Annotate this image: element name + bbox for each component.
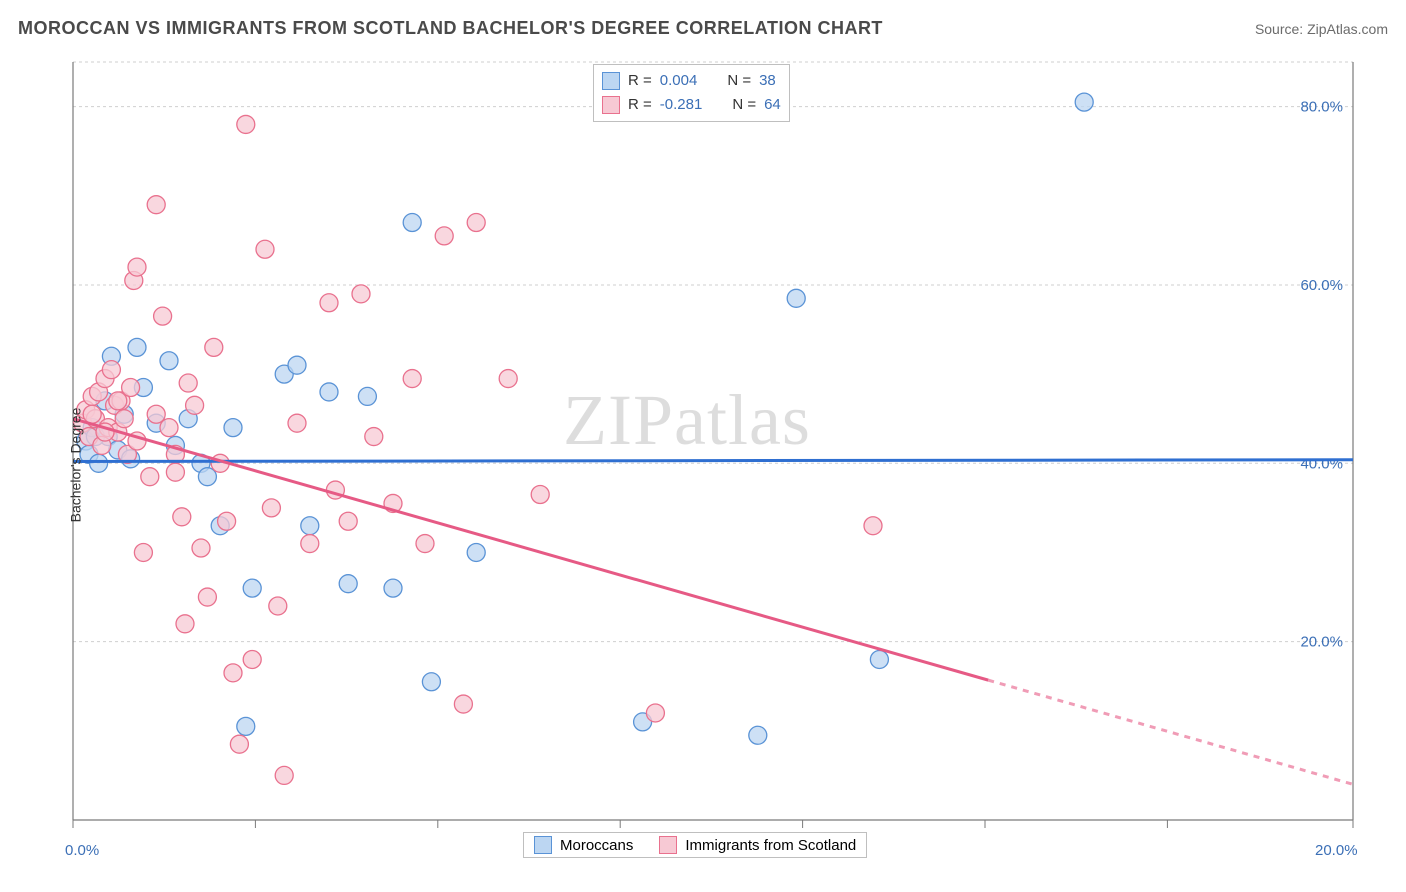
legend-item: Moroccans <box>534 836 633 854</box>
svg-text:80.0%: 80.0% <box>1300 99 1343 116</box>
legend-swatch <box>602 72 620 90</box>
stat-n-label: N = <box>727 69 751 93</box>
header: MOROCCAN VS IMMIGRANTS FROM SCOTLAND BAC… <box>18 18 1388 39</box>
stat-r-label: R = <box>628 69 652 93</box>
scatter-plot-svg: 20.0% 40.0% 60.0% 80.0% <box>18 50 1388 880</box>
stat-r-value: 0.004 <box>660 69 698 93</box>
stats-legend-box: R =0.004N =38R =-0.281N =64 <box>593 64 790 122</box>
legend-label: Moroccans <box>560 837 633 854</box>
chart-title: MOROCCAN VS IMMIGRANTS FROM SCOTLAND BAC… <box>18 18 883 39</box>
stat-row: R = -0.281 N = 64 <box>602 93 781 117</box>
source-label: Source: ZipAtlas.com <box>1255 21 1388 37</box>
legend-swatch <box>602 96 620 114</box>
stat-n-value: 64 <box>764 93 781 117</box>
stat-n-label: N = <box>732 93 756 117</box>
stat-n-value: 38 <box>759 69 776 93</box>
source-prefix: Source: <box>1255 21 1307 37</box>
chart-area: Bachelor's Degree 20.0%40.0%60.0%80.0% Z… <box>18 50 1388 880</box>
legend-swatch <box>659 836 677 854</box>
x-axis-right-label: 20.0% <box>1315 842 1358 859</box>
x-axis-left-label: 0.0% <box>65 842 99 859</box>
legend-label: Immigrants from Scotland <box>685 837 856 854</box>
series-legend: Moroccans Immigrants from Scotland <box>523 832 867 858</box>
legend-swatch <box>534 836 552 854</box>
legend-item: Immigrants from Scotland <box>659 836 856 854</box>
svg-text:20.0%: 20.0% <box>1300 634 1343 651</box>
svg-text:60.0%: 60.0% <box>1300 277 1343 294</box>
source-name: ZipAtlas.com <box>1307 21 1388 37</box>
stat-row: R = 0.004 N = 38 <box>602 69 781 93</box>
y-axis-title: Bachelor's Degree <box>67 408 83 523</box>
stat-r-label: R = <box>628 93 652 117</box>
svg-text:40.0%: 40.0% <box>1300 455 1343 472</box>
stat-r-value: -0.281 <box>660 93 703 117</box>
